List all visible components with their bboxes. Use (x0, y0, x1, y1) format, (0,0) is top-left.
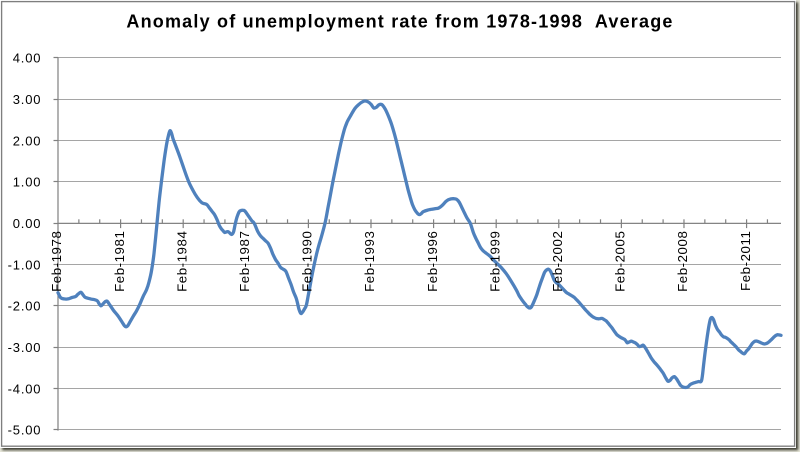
svg-text:-3.00: -3.00 (8, 340, 42, 355)
svg-text:Feb-2011: Feb-2011 (738, 231, 753, 291)
svg-text:2.00: 2.00 (13, 133, 42, 148)
svg-text:-1.00: -1.00 (8, 257, 42, 272)
svg-text:Feb-2008: Feb-2008 (675, 231, 690, 292)
svg-text:Feb-2005: Feb-2005 (613, 231, 628, 292)
svg-text:Feb-1978: Feb-1978 (49, 231, 64, 292)
svg-text:-4.00: -4.00 (8, 381, 42, 396)
svg-text:Feb-1981: Feb-1981 (112, 231, 127, 292)
svg-text:3.00: 3.00 (13, 92, 42, 107)
svg-text:Feb-1990: Feb-1990 (300, 231, 315, 292)
svg-text:-5.00: -5.00 (8, 423, 42, 438)
svg-text:-2.00: -2.00 (8, 299, 42, 314)
svg-text:1.00: 1.00 (13, 175, 42, 190)
svg-text:Feb-1987: Feb-1987 (237, 231, 252, 292)
svg-text:4.00: 4.00 (13, 51, 42, 66)
svg-text:Feb-1993: Feb-1993 (362, 231, 377, 292)
svg-text:Feb-1996: Feb-1996 (425, 231, 440, 292)
svg-text:Feb-1984: Feb-1984 (174, 231, 189, 292)
svg-text:0.00: 0.00 (13, 216, 42, 231)
svg-text:Feb-2002: Feb-2002 (550, 231, 565, 292)
svg-text:Anomaly of unemployment rate f: Anomaly of unemployment rate from 1978-1… (126, 11, 673, 31)
svg-text:Feb-1999: Feb-1999 (487, 231, 502, 292)
